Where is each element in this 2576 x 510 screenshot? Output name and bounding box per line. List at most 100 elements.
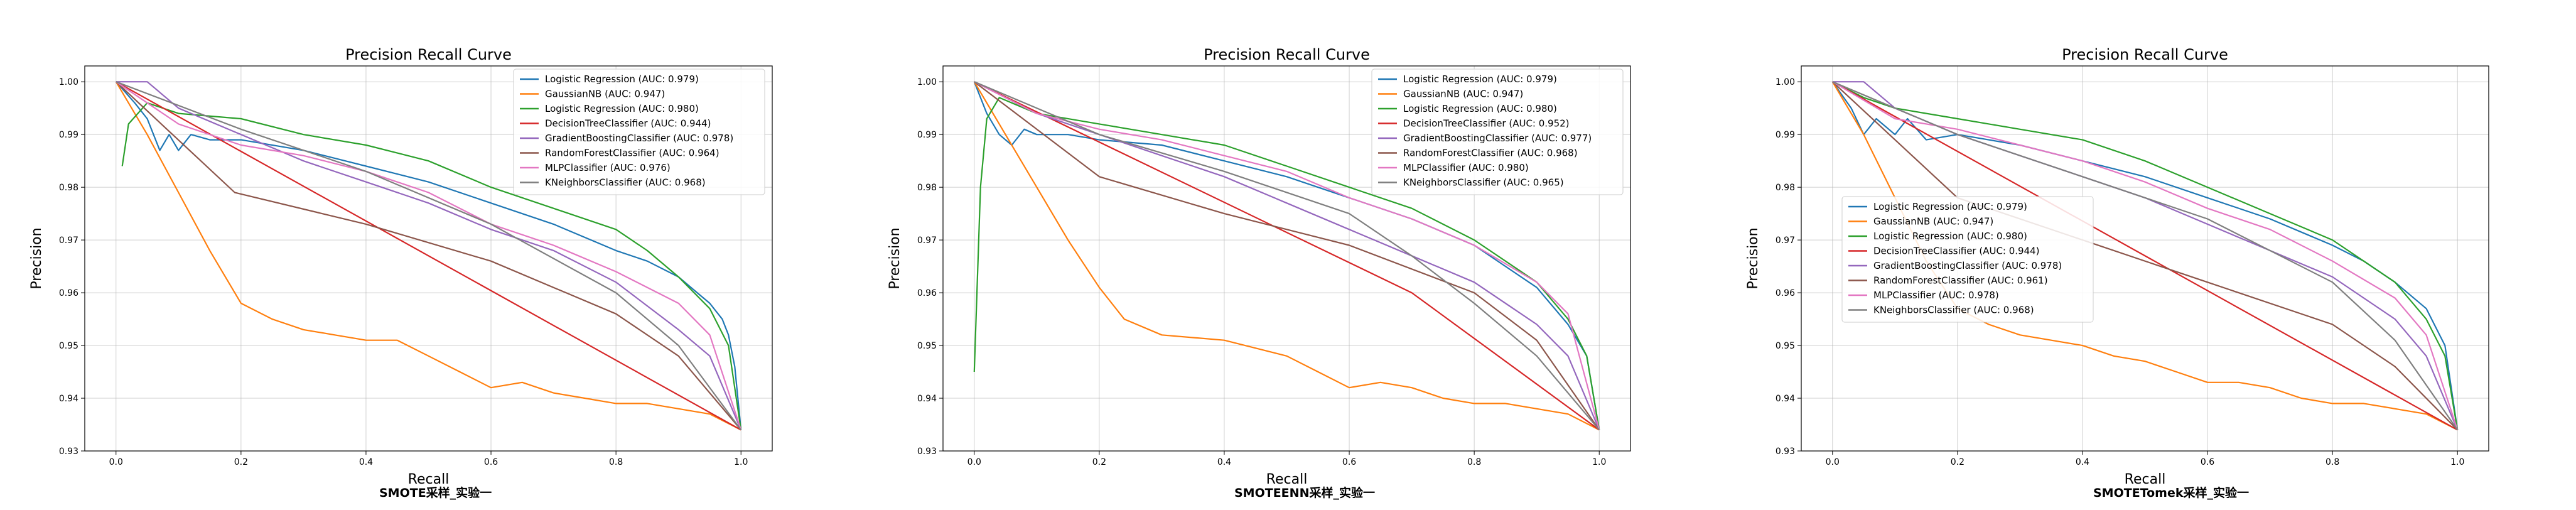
legend-entry: Logistic Regression (AUC: 0.979)	[1873, 201, 2027, 212]
legend-box	[1841, 196, 2094, 323]
pr-chart-smoteenn: 0.0 0.2 0.4 0.6 0.8 1.0 0.93 0.94 0.95 0.96 0.97 0.…	[887, 46, 1631, 487]
x-axis-label: Recall	[408, 472, 450, 487]
x-tick-label: 1.0	[734, 457, 748, 467]
series-line-5	[116, 81, 742, 430]
legend-entry: GradientBoostingClassifier (AUC: 0.977)	[1403, 133, 1592, 144]
series-line-7	[974, 81, 1600, 430]
legend-entry: Logistic Regression (AUC: 0.980)	[1873, 231, 2027, 242]
x-tick-label: 1.0	[2450, 457, 2464, 467]
series-line-7	[116, 81, 742, 430]
y-tick-label: 0.97	[917, 236, 937, 246]
y-tick-label: 0.93	[1776, 447, 1795, 457]
x-tick-label: 0.2	[1092, 457, 1106, 467]
series-line-8	[116, 81, 742, 431]
legend-entry: GaussianNB (AUC: 0.947)	[1873, 216, 1993, 227]
legend-entry: KNeighborsClassifier (AUC: 0.968)	[545, 177, 706, 188]
legend-entry: Logistic Regression (AUC: 0.980)	[545, 103, 699, 114]
y-tick-label: 0.99	[917, 130, 937, 140]
x-tick-label: 0.0	[1826, 457, 1840, 467]
y-tick-label: 0.97	[1776, 236, 1795, 246]
chart-panel-smote: 0.0 0.2 0.4 0.6 0.8 1.0 0.93 0.94 0.95 0.96 0.97 0.…	[0, 0, 859, 510]
y-tick-label: 0.98	[917, 183, 937, 193]
chart-panel-smoteenn: 0.0 0.2 0.4 0.6 0.8 1.0 0.93 0.94 0.95 0.96 0.97 0.…	[858, 0, 1717, 510]
y-axis-label: Precision	[1745, 227, 1761, 289]
x-tick-label: 0.8	[2325, 457, 2339, 467]
chart-title: Precision Recall Curve	[2062, 46, 2228, 63]
legend-entry: MLPClassifier (AUC: 0.980)	[1403, 162, 1529, 173]
legend-entry: MLPClassifier (AUC: 0.976)	[545, 162, 671, 173]
x-tick-label: 0.4	[359, 457, 373, 467]
x-tick-label: 0.0	[109, 457, 123, 467]
y-tick-label: 0.95	[59, 341, 78, 351]
legend-box	[513, 68, 765, 195]
y-tick-label: 0.96	[917, 288, 937, 298]
x-tick-label: 0.8	[1467, 457, 1481, 467]
y-tick-label: 0.95	[917, 341, 937, 351]
y-tick-label: 0.96	[1776, 288, 1795, 298]
legend-entry: DecisionTreeClassifier (AUC: 0.944)	[545, 118, 711, 129]
legend-entry: KNeighborsClassifier (AUC: 0.965)	[1403, 177, 1564, 188]
y-tick-label: 0.98	[1776, 183, 1795, 193]
x-tick-label: 0.4	[1217, 457, 1231, 467]
x-tick-label: 0.2	[234, 457, 248, 467]
legend-entry: GaussianNB (AUC: 0.947)	[1403, 89, 1523, 100]
legend-entry: Logistic Regression (AUC: 0.979)	[1403, 73, 1557, 85]
series-line-8	[1832, 81, 2459, 431]
x-tick-label: 0.6	[484, 457, 498, 467]
y-axis-label: Precision	[887, 227, 903, 289]
plot-frame	[1801, 65, 2489, 452]
x-axis-label: Recall	[2125, 472, 2166, 487]
y-tick-label: 0.96	[59, 288, 78, 298]
y-tick-label: 1.00	[917, 77, 937, 87]
legend-box	[1371, 68, 1624, 195]
legend-entry: GradientBoostingClassifier (AUC: 0.978)	[545, 133, 733, 144]
legend-entry: Logistic Regression (AUC: 0.979)	[545, 73, 699, 85]
plot-frame	[942, 65, 1631, 452]
pr-chart-smotetomek: 0.0 0.2 0.4 0.6 0.8 1.0 0.93 0.94 0.95 0.96 0.97 0.…	[1745, 46, 2489, 487]
x-tick-label: 0.0	[967, 457, 981, 467]
series-line-1	[115, 81, 742, 430]
pr-chart-smote: 0.0 0.2 0.4 0.6 0.8 1.0 0.93 0.94 0.95 0.96 0.97 0.…	[29, 46, 773, 487]
series-line-2	[115, 81, 741, 431]
legend-entry: KNeighborsClassifier (AUC: 0.968)	[1873, 305, 2034, 316]
series-line-6	[116, 81, 742, 431]
plot-frame	[84, 65, 773, 452]
y-tick-label: 0.99	[1776, 130, 1795, 140]
series-line-6	[974, 81, 1600, 431]
legend-entry: MLPClassifier (AUC: 0.978)	[1873, 290, 1999, 301]
series-line-2	[973, 81, 1600, 431]
y-tick-label: 1.00	[1776, 77, 1795, 87]
legend-entry: GradientBoostingClassifier (AUC: 0.978)	[1873, 260, 2062, 271]
series-line-4	[1832, 81, 2458, 431]
series-line-5	[974, 81, 1600, 430]
x-tick-label: 1.0	[1592, 457, 1606, 467]
legend-entry: RandomForestClassifier (AUC: 0.961)	[1873, 275, 2048, 286]
chart-caption-smote: SMOTE采样_实验一	[379, 486, 492, 500]
x-tick-label: 0.6	[2201, 457, 2214, 467]
series-line-3	[1832, 81, 2459, 430]
y-tick-label: 0.98	[59, 183, 78, 193]
chart-title: Precision Recall Curve	[1204, 46, 1370, 63]
y-tick-label: 0.94	[917, 394, 937, 404]
chart-caption-smotetomek: SMOTETomek采样_实验一	[2093, 486, 2249, 500]
chart-panel-smotetomek: 0.0 0.2 0.4 0.6 0.8 1.0 0.93 0.94 0.95 0.96 0.97 0.…	[1716, 0, 2575, 510]
x-tick-label: 0.6	[1342, 457, 1356, 467]
series-line-4	[974, 81, 1600, 431]
legend-entry: RandomForestClassifier (AUC: 0.964)	[545, 148, 719, 159]
series-line-4	[116, 81, 741, 431]
y-axis-label: Precision	[29, 227, 45, 289]
x-axis-label: Recall	[1266, 472, 1308, 487]
legend-entry: Logistic Regression (AUC: 0.980)	[1403, 103, 1557, 114]
x-tick-label: 0.8	[609, 457, 623, 467]
chart-title: Precision Recall Curve	[345, 46, 512, 63]
y-tick-label: 0.93	[917, 447, 937, 457]
legend-entry: DecisionTreeClassifier (AUC: 0.944)	[1873, 246, 2040, 257]
legend-entry: GaussianNB (AUC: 0.947)	[545, 89, 665, 100]
y-tick-label: 0.94	[1776, 394, 1795, 404]
y-tick-label: 0.99	[59, 130, 78, 140]
y-tick-label: 0.93	[59, 447, 78, 457]
x-tick-label: 0.4	[2076, 457, 2089, 467]
y-tick-label: 0.94	[59, 394, 78, 404]
series-line-8	[974, 81, 1600, 431]
